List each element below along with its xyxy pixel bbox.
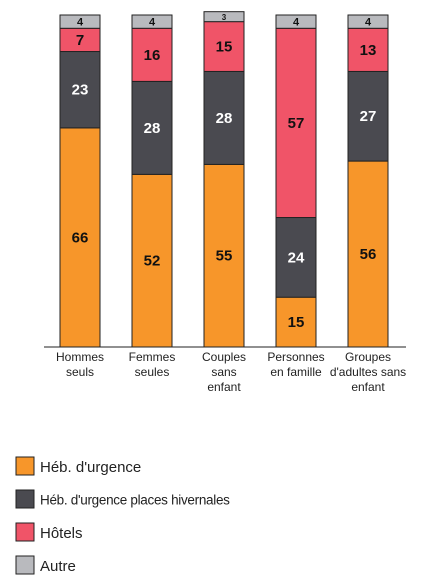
value-label: 52 (144, 253, 161, 270)
legend-label: Héb. d'urgence (40, 459, 141, 476)
value-label: 27 (360, 108, 377, 125)
x-tick-label: en famille (270, 365, 322, 379)
value-label: 4 (77, 17, 84, 29)
x-tick-label: seules (135, 365, 170, 379)
bar-segment (59, 51, 101, 129)
bar-segment (275, 27, 317, 219)
legend-swatch (15, 522, 35, 542)
bar-segment (131, 173, 173, 348)
x-tick-label: Hommes (56, 350, 104, 364)
bar-segment (59, 14, 101, 29)
bar-segment (59, 127, 101, 348)
bar-segment (347, 160, 389, 348)
bar-segment (275, 14, 317, 29)
x-tick-label: Couples (202, 350, 246, 364)
value-label: 23 (72, 82, 89, 99)
x-tick-label: seuls (66, 365, 94, 379)
bar-segment (203, 11, 245, 23)
legend-swatch (15, 456, 35, 476)
value-label: 55 (216, 248, 233, 265)
value-label: 66 (72, 229, 89, 246)
x-tick-label: enfant (351, 380, 385, 394)
legend-label: Autre (40, 558, 76, 575)
value-label: 56 (360, 246, 377, 263)
value-label: 28 (216, 110, 233, 127)
legend-label: Hôtels (40, 525, 83, 542)
bar-segment (131, 14, 173, 29)
x-tick-label: sans (211, 365, 236, 379)
legend-swatch (15, 489, 35, 509)
bar-segment (131, 27, 173, 82)
bar-segment (347, 14, 389, 29)
x-tick-label: enfant (207, 380, 241, 394)
bar-segment (203, 163, 245, 348)
value-label: 24 (288, 249, 305, 266)
legend-swatch (15, 555, 35, 575)
bar-segment (203, 21, 245, 72)
legend-label: Héb. d'urgence places hivernales (40, 493, 230, 508)
value-label: 4 (365, 17, 372, 29)
bar-segment (347, 70, 389, 162)
value-label: 28 (144, 120, 161, 137)
bar-segment (275, 217, 317, 298)
value-label: 13 (360, 42, 377, 59)
bar-segment (347, 27, 389, 72)
value-label: 4 (293, 17, 300, 29)
value-label: 15 (288, 314, 305, 331)
value-label: 7 (76, 32, 84, 49)
value-label: 3 (222, 13, 227, 22)
bar-segment (275, 296, 317, 348)
value-label: 16 (144, 47, 161, 64)
x-tick-label: Femmes (129, 350, 176, 364)
x-tick-label: Personnes (267, 350, 324, 364)
x-tick-label: d'adultes sans (330, 365, 406, 379)
value-label: 4 (149, 17, 156, 29)
value-label: 15 (216, 39, 233, 56)
x-tick-label: Groupes (345, 350, 391, 364)
value-label: 57 (288, 115, 305, 132)
